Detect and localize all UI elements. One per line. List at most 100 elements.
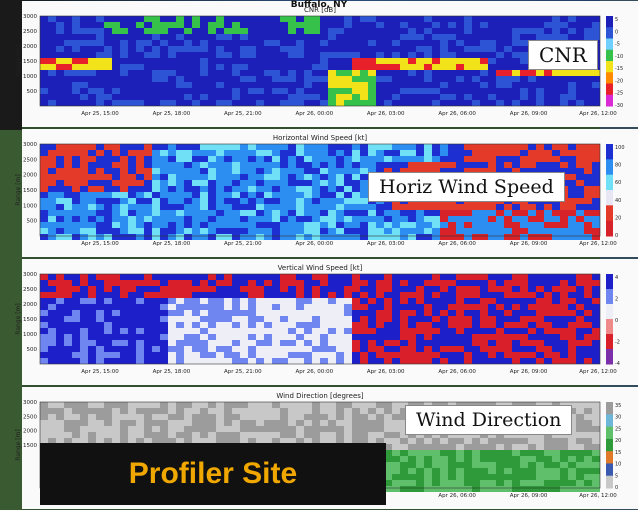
x-tick-label: Apr 26, 09:00	[510, 111, 548, 117]
colorbar-segment	[606, 94, 613, 107]
colorbar-tick-label: 60	[615, 180, 621, 186]
y-tick-label: 2500	[23, 29, 37, 35]
profiler-site-label: Profiler Site	[128, 457, 298, 490]
colorbar-segment	[606, 159, 613, 176]
colorbar-tick-label: -15	[615, 66, 623, 72]
colorbar-tick-label: -2	[615, 340, 620, 346]
plot-frame	[39, 15, 601, 107]
colorbar-tick-label: 20	[615, 215, 621, 221]
y-tick-label: 1500	[23, 188, 37, 194]
y-tick-label: 500	[27, 347, 38, 353]
colorbar-tick-label: 35	[615, 403, 621, 409]
overlay-label-cnr: CNR	[528, 40, 598, 70]
heatmap-cells	[40, 16, 600, 106]
panel-subtitle: CNR [dB]	[304, 6, 336, 14]
y-tick-label: 3000	[23, 142, 37, 148]
colorbar-segment	[606, 475, 613, 489]
y-tick-label: 1500	[23, 317, 37, 323]
colorbar-segment	[606, 38, 613, 51]
y-tick-label: 2500	[23, 414, 37, 420]
colorbar-tick-label: -20	[615, 78, 623, 84]
x-tick-label: Apr 26, 06:00	[438, 369, 476, 375]
x-tick-label: Apr 25, 15:00	[81, 111, 119, 117]
panel-subtitle: Horizontal Wind Speed [kt]	[273, 134, 367, 142]
x-tick-label: Apr 25, 21:00	[224, 111, 262, 117]
y-axis-label: Range [m]	[15, 429, 22, 460]
colorbar-tick-label: 40	[615, 198, 621, 204]
x-tick-label: Apr 26, 00:00	[295, 241, 333, 247]
colorbar-tick-label: 20	[615, 438, 621, 444]
y-tick-label: 2000	[23, 429, 37, 435]
x-tick-label: Apr 25, 18:00	[153, 111, 191, 117]
colorbar-tick-label: 0	[615, 233, 618, 239]
x-tick-label: Apr 26, 06:00	[438, 111, 476, 117]
colorbar-tick-label: 4	[615, 275, 618, 281]
colorbar-segment	[606, 438, 613, 452]
x-tick-label: Apr 25, 15:00	[81, 241, 119, 247]
colorbar-tick-label: 10	[615, 462, 621, 468]
x-tick-label: Apr 26, 00:00	[295, 369, 333, 375]
x-tick-label: Apr 25, 15:00	[81, 369, 119, 375]
x-tick-label: Apr 26, 12:00	[579, 241, 617, 247]
colorbar-segment	[606, 49, 613, 62]
y-axis-label: Range [m]	[15, 303, 22, 334]
x-tick-label: Apr 25, 18:00	[153, 241, 191, 247]
colorbar-segment	[606, 414, 613, 428]
colorbar-tick-label: 0	[615, 318, 618, 324]
y-axis-label: Range [m]	[15, 45, 22, 76]
colorbar-tick-label: -10	[615, 54, 623, 60]
y-tick-label: 3000	[23, 400, 37, 406]
colorbar-segment	[606, 274, 613, 290]
colorbar-segment	[606, 451, 613, 464]
panel-subtitle: Wind Direction [degrees]	[276, 392, 364, 400]
x-tick-label: Apr 26, 09:00	[510, 493, 548, 499]
y-tick-label: 1000	[23, 332, 37, 338]
x-tick-label: Apr 26, 12:00	[579, 111, 617, 117]
x-tick-label: Apr 26, 00:00	[295, 111, 333, 117]
heatmap-cells	[40, 274, 600, 364]
y-tick-label: 1500	[23, 59, 37, 65]
location-title: Buffalo, NY	[290, 0, 348, 10]
colorbar-tick-label: 100	[615, 145, 625, 151]
figure-title: Buffalo, NY	[0, 0, 638, 10]
colorbar-tick-label: 15	[615, 450, 621, 456]
x-tick-label: Apr 26, 12:00	[579, 493, 617, 499]
colorbar-tick-label: 80	[615, 163, 621, 169]
colorbar-tick-label: -30	[615, 103, 623, 109]
y-tick-label: 500	[27, 89, 38, 95]
colorbar-tick-label: -4	[615, 361, 620, 367]
colorbar-tick-label: 25	[615, 426, 621, 432]
overlay-label-wind-direction: Wind Direction	[405, 405, 573, 435]
panel-subtitle: Vertical Wind Speed [kt]	[278, 264, 363, 272]
colorbar-tick-label: -25	[615, 91, 623, 97]
colorbar-segment	[606, 144, 613, 160]
overlay-label-horiz-text: Horiz Wind Speed	[379, 176, 554, 198]
plot-frame	[39, 143, 601, 237]
colorbar-segment	[606, 205, 613, 222]
y-tick-label: 1000	[23, 74, 37, 80]
colorbar-segment	[606, 334, 613, 350]
colorbar-segment	[606, 83, 613, 96]
overlay-label-cnr-text: CNR	[539, 43, 587, 67]
y-tick-label: 3000	[23, 14, 37, 20]
colorbar-segment	[606, 426, 613, 440]
x-tick-label: Apr 25, 21:00	[224, 369, 262, 375]
x-tick-label: Apr 26, 03:00	[367, 241, 405, 247]
x-tick-label: Apr 26, 03:00	[367, 111, 405, 117]
colorbar-tick-label: 0	[615, 29, 618, 35]
colorbar-tick-label: 5	[615, 473, 618, 479]
y-tick-label: 1000	[23, 203, 37, 209]
x-tick-label: Apr 26, 06:00	[438, 493, 476, 499]
colorbar-tick-label: 5	[615, 17, 618, 23]
colorbar-tick-label: 30	[615, 415, 621, 421]
colorbar-segment	[606, 402, 613, 415]
colorbar-segment	[606, 220, 613, 237]
colorbar-tick-label: -5	[615, 42, 620, 48]
y-tick-label: 2000	[23, 44, 37, 50]
panel-3: Vertical Wind Speed [kt] Range [m] 500 1000…	[15, 259, 638, 385]
y-tick-label: 2000	[23, 302, 37, 308]
colorbar-segment	[606, 319, 613, 335]
x-tick-label: Apr 26, 09:00	[510, 369, 548, 375]
x-tick-label: Apr 26, 09:00	[510, 241, 548, 247]
colorbar-segment	[606, 174, 613, 191]
